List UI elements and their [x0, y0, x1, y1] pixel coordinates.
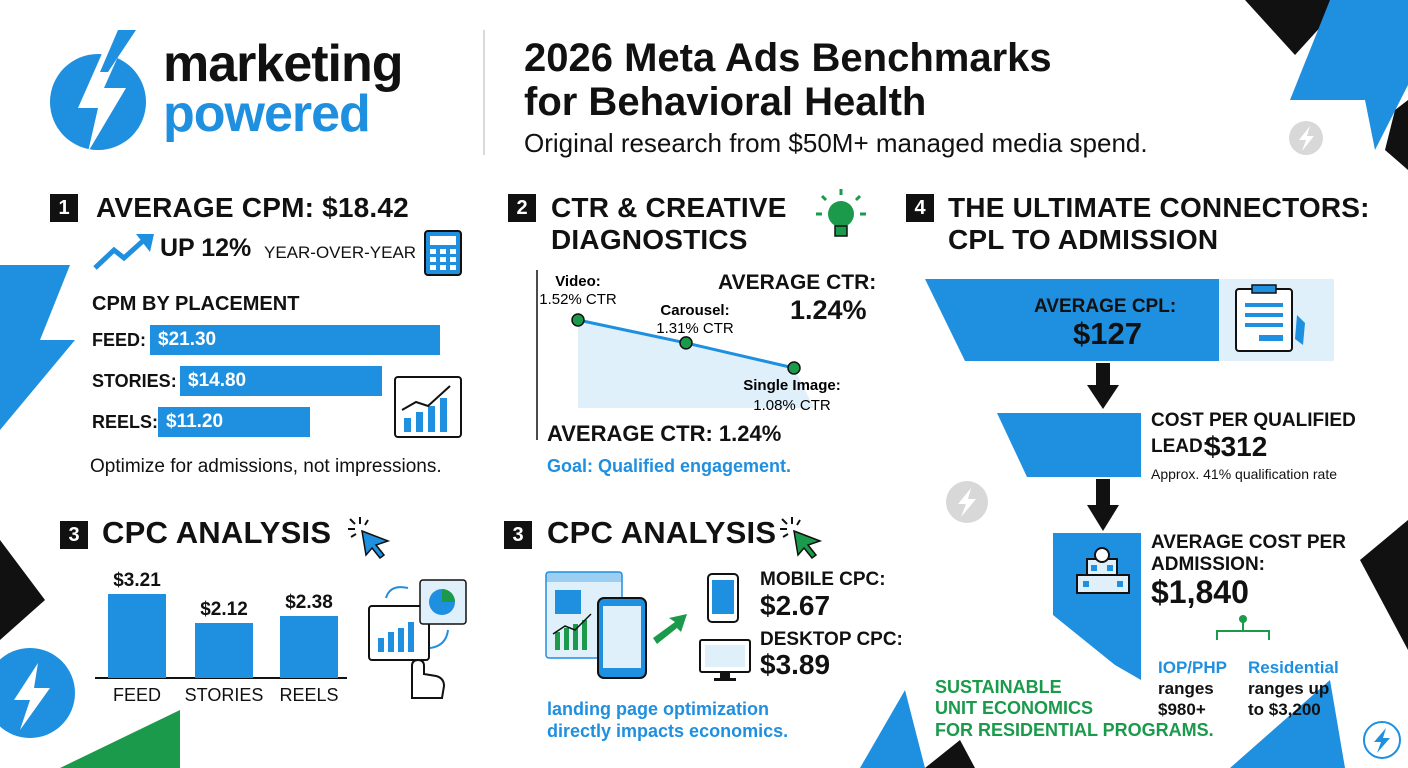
section-number-badge: 3	[504, 521, 532, 549]
cursor-click-icon	[348, 517, 391, 560]
brand-logo	[48, 30, 153, 155]
iop-title: IOP/PHP	[1158, 658, 1227, 677]
desktop-cpc-value: $3.89	[760, 649, 831, 680]
cpc-category-label: FEED	[112, 685, 161, 705]
page-title-line1: 2026 Meta Ads Benchmarks	[524, 36, 1052, 80]
page-title-line2: for Behavioral Health	[524, 80, 927, 124]
dashboard-click-icon	[368, 579, 467, 699]
section3a-title: CPC ANALYSIS	[102, 515, 332, 550]
cpm-bar: $21.30	[150, 325, 440, 355]
cursor-click-icon	[780, 517, 823, 560]
cpc-bar	[280, 616, 338, 678]
ctr-point-label: 1.52% CTR	[539, 291, 617, 308]
growth-chart-icon	[394, 376, 462, 438]
cpa-label-line1: AVERAGE COST PER	[1151, 532, 1346, 553]
cpm-chart-title: CPM BY PLACEMENT	[92, 293, 300, 315]
avg-ctr-label: AVERAGE CTR:	[718, 271, 877, 294]
page-subtitle: Original research from $50M+ managed med…	[524, 128, 1148, 158]
ctr-line-chart: Video:1.52% CTR Carousel:1.31% CTR Single …	[536, 270, 841, 440]
cpa-label-line2: ADMISSION:	[1151, 554, 1265, 575]
cpc-bar	[108, 594, 166, 678]
cpa-value: $1,840	[1151, 574, 1249, 610]
sustain-line3: FOR RESIDENTIAL PROGRAMS.	[935, 720, 1214, 740]
section1-note: Optimize for admissions, not impressions…	[90, 456, 442, 477]
cpc-bar-value: $3.21	[113, 570, 161, 591]
bolt-badge-icon	[946, 481, 988, 523]
trend-value: UP 12%	[160, 234, 252, 262]
residential-line2: ranges up	[1248, 679, 1330, 698]
lightning-logo-icon	[50, 30, 146, 152]
sustain-line1: SUSTAINABLE	[935, 677, 1062, 697]
ctr-area	[578, 320, 814, 408]
cpql-note: Approx. 41% qualification rate	[1151, 466, 1337, 482]
bolt-badge-icon	[1363, 721, 1401, 759]
funnel-graphic	[925, 279, 1334, 680]
iop-line3: $980+	[1158, 700, 1206, 719]
mobile-cpc-label: MOBILE CPC:	[760, 569, 886, 590]
cpm-category-label: FEED:	[92, 330, 146, 350]
ctr-point-label: 1.31% CTR	[656, 320, 734, 337]
desktop-monitor-icon	[699, 639, 751, 681]
desktop-cpc-label: DESKTOP CPC:	[760, 629, 903, 650]
section1-title: AVERAGE CPM: $18.42	[96, 192, 409, 223]
cpm-bar: $11.20	[158, 407, 310, 437]
section3b-note-line2: directly impacts economics.	[547, 721, 789, 741]
cpc-bar-value: $2.12	[200, 599, 248, 620]
cpc-baseline	[95, 677, 347, 679]
section-number-badge: 2	[508, 194, 536, 222]
mobile-cpc-value: $2.67	[760, 590, 831, 621]
cpql-label: COST PER QUALIFIED	[1151, 410, 1356, 431]
cpl-label: AVERAGE CPL:	[1034, 296, 1177, 317]
devices-illustration-icon	[545, 571, 687, 679]
residential-title: Residential	[1248, 658, 1339, 677]
cpc-bar	[195, 623, 253, 678]
brand-name-line2: powered	[163, 85, 371, 143]
cpm-bar: $14.80	[180, 366, 382, 396]
cpc-category-label: STORIES	[184, 685, 264, 705]
ctr-point	[787, 361, 801, 375]
ctr-point-label: Single Image:	[743, 377, 841, 394]
residential-line3: to $3,200	[1248, 700, 1321, 719]
mobile-phone-icon	[707, 573, 739, 623]
cpc-category-label: REELS	[279, 685, 339, 705]
trend-period: YEAR-OVER-YEAR	[264, 243, 417, 262]
cpc-bar-value: $2.38	[285, 592, 333, 613]
section4-title-line2: CPL TO ADMISSION	[948, 224, 1219, 255]
ctr-point-label: 1.08% CTR	[753, 397, 831, 414]
bolt-badge-icon	[1289, 121, 1323, 155]
iop-line2: ranges	[1158, 679, 1214, 698]
sustain-line2: UNIT ECONOMICS	[935, 698, 1094, 718]
lightning-corner-icon	[0, 648, 75, 738]
cpql-label-2: LEAD:	[1151, 436, 1210, 457]
cpql-value: $312	[1205, 431, 1268, 462]
cpm-category-label: STORIES:	[92, 371, 177, 391]
section-number-badge: 1	[50, 194, 78, 222]
section4-title-line1: THE ULTIMATE CONNECTORS:	[948, 192, 1370, 223]
section2-title-line1: CTR & CREATIVE	[551, 192, 787, 223]
ctr-point	[571, 313, 585, 327]
section2-title-line2: DIAGNOSTICS	[551, 224, 748, 255]
section3b-title: CPC ANALYSIS	[547, 515, 777, 550]
avg-ctr-value: 1.24%	[790, 295, 867, 325]
section-number-badge: 3	[60, 521, 88, 549]
section2-goal: Goal: Qualified engagement.	[547, 456, 792, 476]
trend-up-arrow-icon	[93, 234, 154, 270]
ctr-point-label: Carousel:	[660, 302, 729, 319]
section-number-badge: 4	[906, 194, 934, 222]
brand-name-line1: marketing	[163, 35, 404, 93]
ctr-point-label: Video:	[555, 273, 601, 290]
lightbulb-icon	[816, 189, 866, 237]
avg-ctr-bottom: AVERAGE CTR: 1.24%	[547, 421, 782, 446]
cpl-value: $127	[1073, 316, 1142, 351]
section3b-note-line1: landing page optimization	[547, 699, 769, 719]
ctr-point	[679, 336, 693, 350]
calculator-icon	[424, 230, 462, 276]
cpm-category-label: REELS:	[92, 412, 159, 432]
